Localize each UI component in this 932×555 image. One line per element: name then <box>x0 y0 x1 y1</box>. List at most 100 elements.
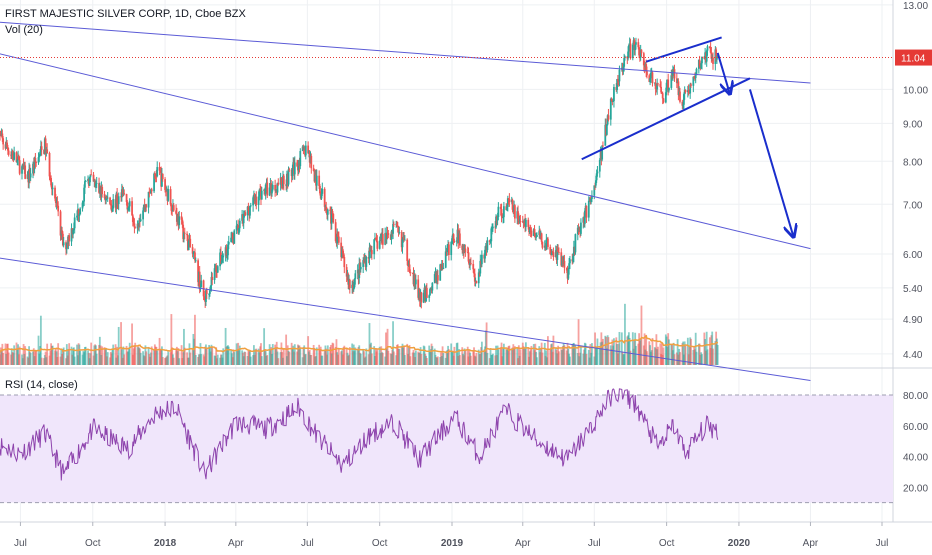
candle-body-174 <box>187 241 190 251</box>
chart-title: FIRST MAJESTIC SILVER CORP, 1D, Cboe BZX <box>5 8 246 20</box>
candle-body-69 <box>72 229 75 235</box>
volume-bar-206 <box>222 348 225 365</box>
candle-body-381 <box>414 279 417 285</box>
candle-body-91 <box>95 183 98 184</box>
candle-body-534 <box>583 210 586 224</box>
candle-body-490 <box>535 236 538 238</box>
candle-body-372 <box>406 239 409 262</box>
candle-body-79 <box>83 187 86 202</box>
volume-bar-96 <box>101 346 104 365</box>
volume-bar-158 <box>170 314 173 365</box>
candle-body-558 <box>610 98 613 101</box>
candle-body-537 <box>587 200 590 218</box>
volume-bar-167 <box>180 345 183 365</box>
candle-body-616 <box>673 69 676 79</box>
candle-body-50 <box>50 185 53 190</box>
candle-body-168 <box>181 219 184 225</box>
volume-bar-26 <box>24 346 27 365</box>
candle-body-640 <box>700 63 703 69</box>
volume-bar-482 <box>527 347 530 365</box>
candle-body-336 <box>365 257 368 267</box>
volume-bar-16 <box>13 345 16 365</box>
candle-body-211 <box>227 241 230 245</box>
candle-body-636 <box>695 68 698 76</box>
candle-body-594 <box>649 72 652 79</box>
candle-body-310 <box>337 233 339 237</box>
candle-body-342 <box>373 239 376 255</box>
candle-body-542 <box>593 185 596 196</box>
candle-body-468 <box>511 199 514 210</box>
candle-body-556 <box>607 115 610 120</box>
candle-body-488 <box>533 229 536 234</box>
volume-bar-216 <box>233 352 236 365</box>
volume-bar-618 <box>676 339 679 365</box>
candle-body-406 <box>442 267 445 270</box>
candle-body-287 <box>312 168 315 172</box>
time-tick-label-11: Apr <box>803 538 819 549</box>
volume-bar-256 <box>277 358 280 365</box>
candle-body-18 <box>16 159 19 163</box>
candle-body-60 <box>61 233 64 246</box>
candle-body-26 <box>24 165 27 179</box>
candle-body-552 <box>604 124 607 146</box>
candle-body-570 <box>623 58 626 67</box>
candle-body-52 <box>54 187 56 199</box>
time-tick-label-5: Oct <box>372 538 388 549</box>
candle-body-57 <box>59 211 62 236</box>
candle-body-550 <box>601 145 604 160</box>
candle-body-653 <box>715 49 718 60</box>
volume-bar-121 <box>128 342 131 365</box>
volume-ma-line <box>0 334 719 354</box>
volume-bar-342 <box>373 346 376 365</box>
candle-body-317 <box>345 267 348 277</box>
volume-bar-581 <box>635 345 637 365</box>
candle-body-582 <box>637 42 640 48</box>
candle-body-436 <box>475 281 478 284</box>
candle-body-511 <box>558 251 560 253</box>
candle-body-608 <box>665 82 668 93</box>
candle-body-99 <box>105 196 108 201</box>
candle-body-421 <box>458 233 461 246</box>
lower-channel <box>0 257 811 382</box>
volume-bar-431 <box>469 355 472 365</box>
candle-body-443 <box>484 249 486 259</box>
volume-bar-528 <box>577 319 580 365</box>
volume-bar-427 <box>466 346 469 365</box>
volume-bar-458 <box>500 342 503 365</box>
volume-bar-201 <box>216 354 219 365</box>
candle-body-292 <box>318 175 321 186</box>
candle-body-167 <box>180 216 183 220</box>
candle-body-346 <box>376 241 379 249</box>
candle-body-338 <box>368 247 371 259</box>
candle-body-621 <box>679 91 681 102</box>
candle-body-89 <box>94 180 97 187</box>
volume-bar-36 <box>35 350 38 365</box>
candle-body-501 <box>547 238 549 247</box>
candle-body-282 <box>307 145 310 154</box>
candle-body-258 <box>280 177 283 184</box>
candle-body-541 <box>591 195 593 199</box>
candle-body-169 <box>182 224 185 240</box>
candle-body-118 <box>126 201 129 210</box>
candle-body-345 <box>375 238 378 242</box>
candle-body-654 <box>716 57 718 60</box>
candle-body-47 <box>48 152 51 177</box>
candle-body-583 <box>638 47 640 56</box>
candle-body-603 <box>660 86 663 93</box>
volume-bar-311 <box>337 348 340 365</box>
time-tick-label-7: Apr <box>515 538 531 549</box>
volume-bar-126 <box>134 342 137 365</box>
volume-bar-588 <box>643 333 646 365</box>
volume-bar-21 <box>18 346 21 365</box>
candle-body-161 <box>172 205 175 211</box>
candle-body-574 <box>627 45 630 52</box>
candle-body-20 <box>17 156 20 161</box>
candle-body-35 <box>34 157 37 163</box>
candle-body-551 <box>602 145 604 147</box>
flag-top <box>645 36 722 63</box>
candle-body-473 <box>517 211 519 219</box>
candle-body-250 <box>271 189 273 194</box>
candle-body-631 <box>690 84 692 86</box>
candle-body-330 <box>359 263 361 270</box>
candle-body-476 <box>519 221 522 222</box>
